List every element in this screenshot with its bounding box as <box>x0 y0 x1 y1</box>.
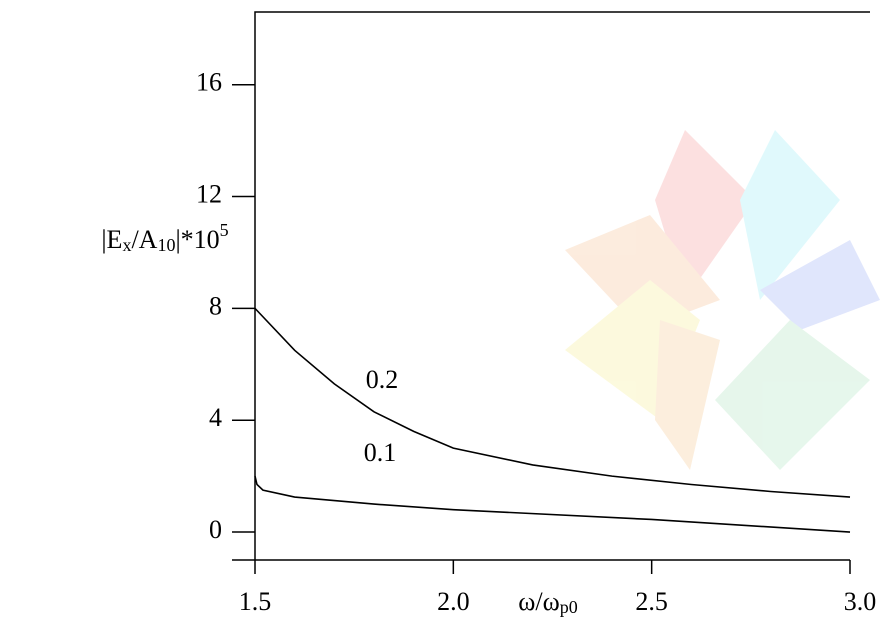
y-label-sub: 10 <box>157 235 175 255</box>
x-tick-label: 1.5 <box>239 587 272 616</box>
watermark <box>565 130 880 470</box>
y-label-part: /A <box>131 225 157 254</box>
y-tick-label: 12 <box>196 179 222 208</box>
y-tick-label: 8 <box>209 291 222 320</box>
y-label-sub: x <box>122 235 131 255</box>
x-axis-label: ω/ωp0 <box>518 587 577 617</box>
x-tick-label: 2.5 <box>635 587 668 616</box>
y-tick-label: 4 <box>209 403 222 432</box>
series-line <box>254 307 851 498</box>
y-label-sup: 5 <box>220 220 229 240</box>
y-tick-label: 0 <box>209 515 222 544</box>
x-label-part: ω/ω <box>518 587 559 616</box>
x-tick-label: 3.0 <box>844 587 877 616</box>
x-tick-label: 2.0 <box>437 587 470 616</box>
series-label: 0.1 <box>364 438 397 467</box>
x-label-sub: p0 <box>560 597 578 617</box>
series-line <box>254 475 851 533</box>
y-axis-label: |Ex/A10|*105 <box>101 220 228 255</box>
y-label-part: |*10 <box>175 225 219 254</box>
y-label-part: |E <box>101 225 122 254</box>
series-label: 0.2 <box>366 365 399 394</box>
y-tick-label: 16 <box>196 68 222 97</box>
axis-frame <box>254 11 870 560</box>
